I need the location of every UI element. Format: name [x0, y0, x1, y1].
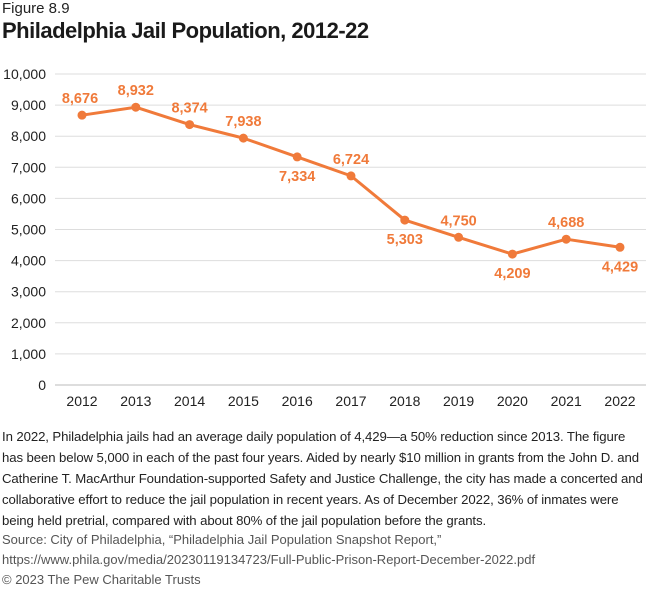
data-point [507, 249, 517, 259]
description: In 2022, Philadelphia jails had an avera… [2, 429, 643, 528]
data-label: 7,938 [225, 114, 261, 130]
y-tick-label: 6,000 [11, 190, 46, 206]
x-tick-label: 2014 [174, 393, 205, 409]
data-point [561, 234, 571, 244]
x-tick-label: 2015 [228, 393, 259, 409]
data-point [400, 215, 410, 225]
data-label: 7,334 [279, 169, 315, 185]
x-tick-label: 2022 [604, 393, 635, 409]
x-tick-label: 2019 [443, 393, 474, 409]
data-point [185, 120, 195, 130]
data-point [346, 171, 356, 181]
data-label: 4,688 [548, 215, 584, 231]
x-tick-label: 2017 [335, 393, 366, 409]
x-tick-label: 2016 [282, 393, 313, 409]
chart-title: Philadelphia Jail Population, 2012-22 [2, 18, 369, 43]
series-line [81, 105, 621, 256]
line-chart: 0 1,000 2,000 3,000 4,000 5,000 6,000 7,000 8,00… [3, 66, 646, 409]
y-tick-label: 2,000 [11, 315, 46, 331]
data-point [454, 232, 464, 242]
data-label: 4,209 [494, 266, 530, 282]
data-point [238, 133, 248, 143]
x-tick-label: 2020 [497, 393, 528, 409]
y-tick-label: 10,000 [3, 66, 46, 82]
data-point [292, 152, 302, 162]
y-tick-label: 8,000 [11, 128, 46, 144]
data-point [77, 110, 87, 120]
source-note: Source: City of Philadelphia, “Philadelp… [2, 532, 536, 567]
y-tick-label: 5,000 [11, 222, 46, 238]
copyright: © 2023 The Pew Charitable Trusts [2, 572, 201, 587]
figure-label: Figure 8.9 [2, 0, 70, 17]
data-label: 8,374 [171, 101, 207, 117]
data-point [131, 102, 141, 112]
data-label: 4,429 [602, 259, 638, 275]
data-point [615, 242, 625, 252]
x-tick-label: 2021 [551, 393, 582, 409]
data-label: 6,724 [333, 152, 369, 168]
y-tick-label: 3,000 [11, 284, 46, 300]
y-tick-label: 0 [38, 377, 46, 393]
x-tick-label: 2012 [66, 393, 97, 409]
y-tick-label: 4,000 [11, 253, 46, 269]
data-label: 8,676 [62, 91, 98, 107]
data-label: 8,932 [118, 83, 154, 99]
y-tick-label: 9,000 [11, 97, 46, 113]
y-tick-label: 7,000 [11, 159, 46, 175]
y-tick-label: 1,000 [11, 346, 46, 362]
data-label: 5,303 [387, 232, 423, 248]
data-label: 4,750 [440, 213, 476, 229]
x-tick-label: 2018 [389, 393, 420, 409]
x-tick-label: 2013 [120, 393, 151, 409]
